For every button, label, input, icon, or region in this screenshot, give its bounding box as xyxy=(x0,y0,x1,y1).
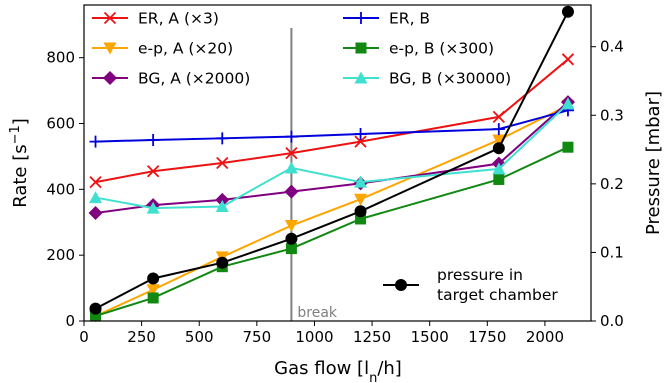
data-point xyxy=(90,310,102,322)
legend-marker xyxy=(103,42,117,55)
legend-marker xyxy=(103,11,117,25)
data-point xyxy=(285,243,297,255)
series-0 xyxy=(89,53,575,189)
data-point xyxy=(492,142,505,155)
data-point xyxy=(89,135,102,148)
data-point xyxy=(492,134,506,147)
legend-marker xyxy=(355,12,367,24)
y-axis-right: 0.0 0.1 0.2 0.3 0.4 xyxy=(591,38,624,330)
legend-entry-4: e-p, B (×300) xyxy=(343,40,494,58)
data-point xyxy=(355,213,367,225)
x-axis: 0 250 500 750 1000 1250 1500 1750 2000 xyxy=(79,321,564,346)
legend: ER, A (×3) e-p, A (×20) BG, A (×2000) ER, B… xyxy=(92,10,558,304)
x-tick-label: 2000 xyxy=(526,328,564,346)
legend-label: ER, B xyxy=(389,10,430,28)
y-tick-label: 600 xyxy=(46,115,75,133)
legend-label-line2: target chamber xyxy=(437,286,558,304)
series-3 xyxy=(89,104,574,148)
x-tick-label: 1000 xyxy=(295,328,333,346)
legend-marker xyxy=(355,42,367,54)
break-annotation: break xyxy=(290,28,338,321)
data-point xyxy=(147,292,159,304)
data-point xyxy=(561,97,575,110)
legend-entry-0: ER, A (×3) xyxy=(92,10,219,28)
y2-tick-label: 0.3 xyxy=(600,106,624,124)
legend-marker xyxy=(395,279,407,291)
data-point xyxy=(146,201,160,214)
data-point xyxy=(284,220,298,233)
y-axis-title-right: Pressure [mbar] xyxy=(643,91,664,235)
data-point xyxy=(216,156,229,170)
data-point xyxy=(215,199,229,212)
data-point xyxy=(285,130,298,143)
series-group xyxy=(88,5,575,323)
legend-marker xyxy=(103,71,117,85)
x-tick-label: 0 xyxy=(79,328,89,346)
legend-entry-3: ER, B xyxy=(343,10,430,28)
legend-entry-5: BG, B (×30000) xyxy=(343,70,511,88)
data-point xyxy=(492,162,506,175)
legend-label: e-p, A (×20) xyxy=(138,40,233,58)
data-point xyxy=(285,232,298,245)
data-point xyxy=(147,133,160,146)
y2-tick-label: 0.4 xyxy=(600,38,624,56)
legend-marker xyxy=(354,71,368,84)
data-point xyxy=(493,173,505,185)
data-point xyxy=(284,184,299,199)
legend-label: e-p, B (×300) xyxy=(389,40,494,58)
data-point xyxy=(284,161,298,174)
y-tick-label: 400 xyxy=(46,180,75,198)
legend-entry-2: BG, A (×2000) xyxy=(92,70,250,88)
y2-tick-label: 0.1 xyxy=(600,243,624,261)
x-tick-label: 500 xyxy=(185,328,214,346)
x-tick-label: 1500 xyxy=(411,328,449,346)
data-point xyxy=(492,110,505,124)
data-point xyxy=(562,141,574,153)
data-point xyxy=(354,193,368,206)
data-point xyxy=(146,284,160,297)
x-tick-label: 1250 xyxy=(353,328,391,346)
data-point xyxy=(561,5,574,18)
data-point xyxy=(146,165,160,178)
x-tick-label: 750 xyxy=(243,328,272,346)
data-point xyxy=(561,53,575,66)
y2-tick-label: 0.0 xyxy=(600,312,624,330)
y-tick-label: 0 xyxy=(65,312,75,330)
legend-label: BG, B (×30000) xyxy=(389,70,511,88)
data-point xyxy=(354,205,367,218)
x-axis-title: Gas flow [ln/h] xyxy=(274,358,402,383)
legend-label: BG, A (×2000) xyxy=(138,70,250,88)
data-point xyxy=(492,123,505,136)
data-point xyxy=(216,132,229,145)
data-point xyxy=(89,175,102,189)
data-point xyxy=(216,256,229,269)
legend-entry-1: e-p, A (×20) xyxy=(92,40,233,58)
plot-frame xyxy=(83,4,592,322)
y-axis-left: 0 200 400 600 800 xyxy=(46,49,84,330)
legend-label: ER, A (×3) xyxy=(138,10,219,28)
y-axis-title-left: Rate [s−1] xyxy=(8,118,32,208)
x-tick-label: 250 xyxy=(127,328,156,346)
break-label: break xyxy=(297,305,338,321)
y-tick-label: 800 xyxy=(46,49,75,67)
series-5 xyxy=(89,97,575,214)
data-point xyxy=(354,128,367,141)
legend-label: pressure in xyxy=(437,266,523,284)
legend-entry-6: pressure in target chamber xyxy=(383,266,558,304)
series-6 xyxy=(89,5,574,315)
data-point xyxy=(89,302,102,315)
data-point xyxy=(285,146,298,160)
y-tick-label: 200 xyxy=(46,246,75,264)
data-point xyxy=(88,206,103,221)
data-point xyxy=(354,135,367,148)
x-tick-label: 1750 xyxy=(468,328,506,346)
data-point xyxy=(354,175,368,188)
y2-tick-label: 0.2 xyxy=(600,175,624,193)
data-point xyxy=(89,191,103,204)
data-point xyxy=(147,272,160,285)
